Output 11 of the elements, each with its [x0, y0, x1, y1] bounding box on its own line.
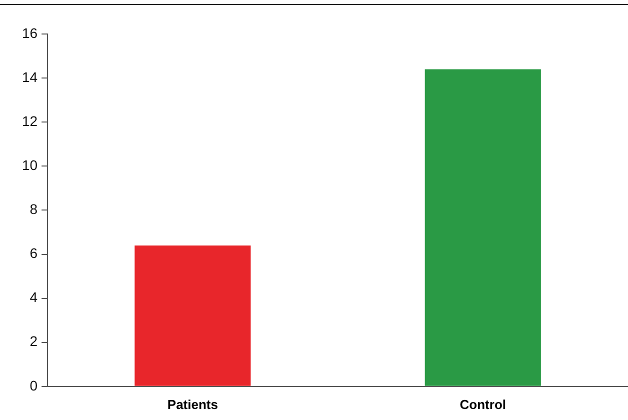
- x-tick-label: Control: [460, 396, 506, 412]
- y-tick-label: 16: [22, 24, 38, 41]
- y-tick-label: 8: [30, 201, 38, 218]
- x-tick-label: Patients: [167, 396, 218, 412]
- y-tick-label: 10: [22, 157, 38, 174]
- y-tick-label: 2: [30, 333, 38, 350]
- y-tick-label: 12: [22, 112, 38, 129]
- y-tick-label: 6: [30, 245, 38, 262]
- y-tick-label: 0: [30, 377, 38, 394]
- y-tick-label: 14: [22, 68, 38, 85]
- y-tick-label: 4: [30, 289, 38, 306]
